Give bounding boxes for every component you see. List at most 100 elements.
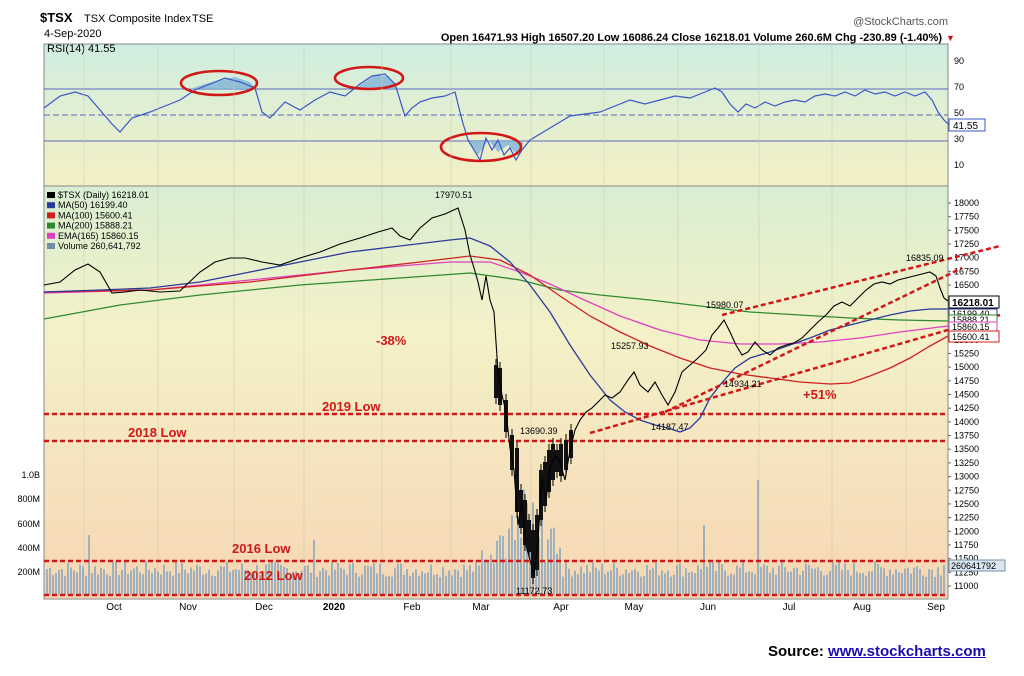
label-17970: 17970.51 — [435, 190, 473, 200]
volume-axis: 1.0B 800M 600M 400M 200M — [17, 470, 40, 577]
rsi-circle-overbought-2 — [333, 65, 405, 91]
volume-bar — [145, 561, 147, 595]
volume-bar — [376, 573, 378, 595]
volume-bar — [844, 563, 846, 595]
ma50-tag-value: 16199.40 — [952, 309, 990, 319]
volume-bar — [622, 574, 624, 595]
volume-bar — [547, 539, 549, 595]
price-tick: 11750 — [954, 540, 978, 550]
volume-bar — [208, 569, 210, 595]
price-tick: 14500 — [954, 390, 979, 400]
volume-tick: 200M — [17, 567, 40, 577]
volume-bar — [106, 574, 108, 595]
volume-bar — [280, 565, 282, 595]
down-arrow-icon: ▼ — [946, 33, 955, 43]
volume-bar — [511, 515, 513, 595]
source-link[interactable]: www.stockcharts.com — [828, 643, 986, 660]
volume-bar — [877, 563, 879, 595]
x-tick: 2020 — [323, 602, 346, 613]
price-tick: 13250 — [954, 458, 979, 468]
volume-bar — [406, 569, 408, 595]
volume-bar — [274, 562, 276, 595]
volume-bar — [811, 568, 813, 595]
volume-bar — [763, 564, 765, 595]
volume-bar — [244, 569, 246, 595]
volume-bar — [517, 516, 519, 595]
legend-swatch — [47, 222, 55, 229]
label-15257: 15257.93 — [611, 341, 649, 351]
volume-bar — [754, 574, 756, 595]
volume-bar — [142, 574, 144, 595]
price-tick: 16500 — [954, 280, 979, 290]
volume-bar — [448, 570, 450, 595]
volume-bar — [238, 569, 240, 595]
volume-bar — [178, 573, 180, 595]
volume-tag — [948, 559, 1006, 572]
volume-bar — [100, 568, 102, 595]
volume-bar — [625, 569, 627, 595]
volume-bar — [256, 565, 258, 595]
volume-bar — [265, 564, 267, 595]
quote-line: Open 16471.93 High 16507.20 Low 16086.24… — [441, 32, 943, 44]
volume-bar — [121, 569, 123, 595]
volume-bar — [739, 567, 741, 595]
volume-bar — [667, 570, 669, 595]
rise-label: +51% — [803, 387, 837, 402]
volume-bar — [583, 573, 585, 595]
volume-bar — [556, 553, 558, 595]
level-2018-label: 2018 Low — [128, 425, 187, 440]
volume-bar — [364, 565, 366, 595]
x-tick: Feb — [403, 602, 421, 613]
volume-bar — [580, 566, 582, 595]
label-14187: 14187.47 — [651, 422, 689, 432]
x-tick: Dec — [255, 602, 273, 613]
x-tick: Aug — [853, 602, 871, 613]
legend-swatch — [47, 243, 55, 249]
volume-bar — [91, 573, 93, 595]
volume-bar — [412, 572, 414, 595]
volume-bar — [379, 563, 381, 595]
volume-bar — [835, 564, 837, 595]
candle — [551, 444, 555, 480]
volume-bar — [862, 573, 864, 595]
rsi-tick: 30 — [954, 134, 964, 144]
volume-bar — [784, 567, 786, 595]
volume-bar — [688, 572, 690, 595]
volume-bar — [295, 571, 297, 595]
volume-bar — [898, 572, 900, 595]
volume-bar — [82, 566, 84, 595]
channel-middle — [664, 266, 963, 414]
x-tick: Nov — [179, 602, 197, 613]
rsi-overbought-fill-2 — [355, 75, 398, 89]
index-name: TSX Composite Index — [84, 13, 191, 25]
candle — [531, 530, 535, 578]
volume-bar — [904, 568, 906, 595]
volume-bar — [232, 569, 234, 595]
ma100-line — [43, 255, 949, 385]
price-tick: 12000 — [954, 526, 979, 536]
volume-bar — [934, 576, 936, 595]
volume-bar — [133, 568, 135, 595]
label-15980: 15980.07 — [706, 300, 744, 310]
level-2012-label: 2012 Low — [244, 568, 303, 583]
volume-bar — [529, 531, 531, 595]
volume-bar — [715, 570, 717, 595]
legend-swatch — [47, 202, 55, 209]
volume-bar — [853, 562, 855, 595]
ma200-tag-value: 15888.21 — [952, 315, 990, 325]
rsi-circle-overbought-1 — [179, 69, 259, 97]
legend-swatch — [47, 232, 55, 239]
volume-bar — [391, 576, 393, 595]
volume-bar — [226, 561, 228, 595]
volume-bar — [727, 575, 729, 595]
volume-bar — [691, 571, 693, 595]
volume-bar — [670, 576, 672, 595]
volume-bar — [349, 564, 351, 595]
volume-bar — [487, 560, 489, 595]
chart-date: 4-Sep-2020 — [44, 28, 102, 40]
volume-bar — [778, 565, 780, 595]
volume-bar — [430, 564, 432, 595]
candle — [547, 450, 551, 492]
volume-bar — [574, 570, 576, 595]
candle — [523, 500, 527, 545]
